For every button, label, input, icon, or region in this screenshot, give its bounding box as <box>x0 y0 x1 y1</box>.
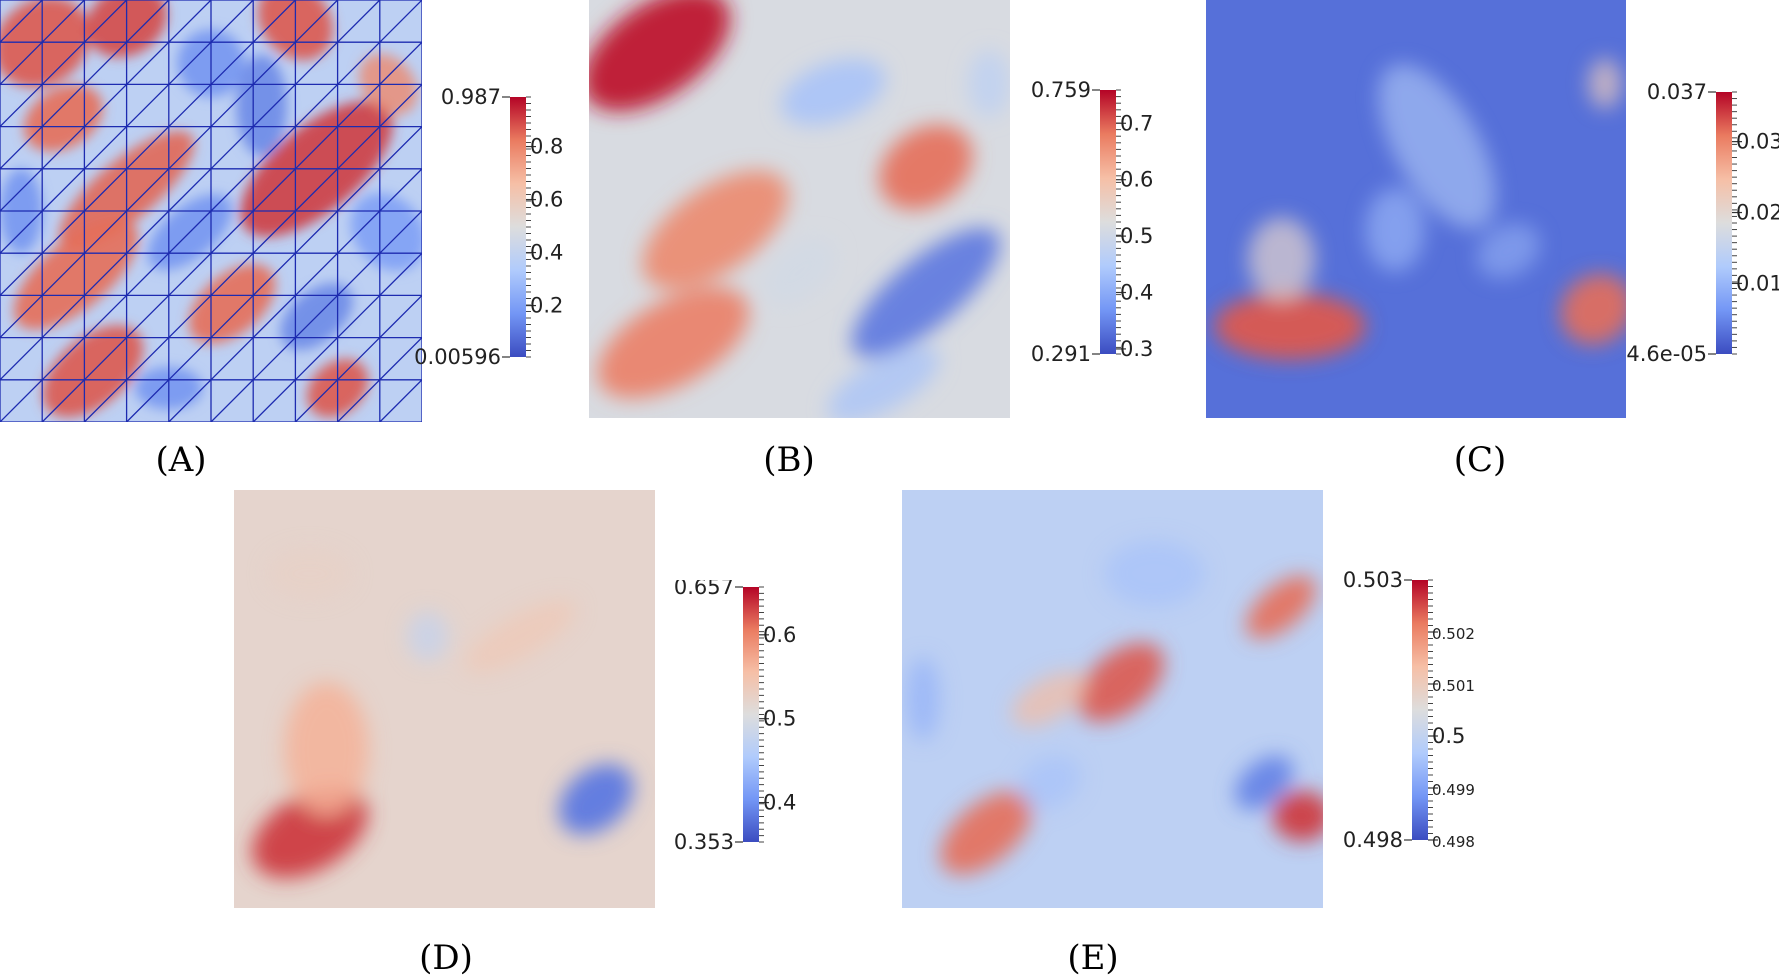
colorbar-b: 0.3 0.4 0.5 0.6 0.7 0.759 0.291 <box>1031 78 1154 366</box>
colorbar-tick-label: 0.6 <box>1120 168 1153 192</box>
colorbar-tick-label: 0.502 <box>1432 625 1475 643</box>
colorbar-gradient <box>1412 580 1428 840</box>
colorbar-max-label: 0.657 <box>674 580 734 599</box>
caption-a: (A) <box>155 440 207 480</box>
colorbar-d: 0.4 0.5 0.6 0.657 0.353 <box>674 580 797 850</box>
colorbar-min-label: 4.6e-05 <box>1626 342 1707 366</box>
colorbar-min-label: 0.00596 <box>414 345 501 365</box>
heatmap-b <box>589 0 1010 418</box>
colorbar-tick-label: 0.499 <box>1432 781 1475 799</box>
caption-e: (E) <box>1067 938 1119 978</box>
colorbar-tick-label: 0.498 <box>1432 833 1475 850</box>
colorbar-tick-label: 0.4 <box>763 791 796 815</box>
colorbar-tick-label: 0.8 <box>530 135 563 159</box>
colorbar-tick-label: 0.4 <box>1120 281 1153 305</box>
caption-b: (B) <box>763 440 815 480</box>
caption-d: (D) <box>419 938 473 978</box>
heatmap-e <box>902 490 1323 908</box>
colorbar-a: 0.2 0.4 0.6 0.8 0.987 0.00596 <box>414 85 563 365</box>
colorbar-tick-label: 0.5 <box>1432 724 1465 748</box>
colorbar-max-label: 0.037 <box>1647 80 1707 104</box>
colorbar-tick-label: 0.7 <box>1120 111 1153 135</box>
colorbar-tick-label: 0.2 <box>530 294 563 318</box>
colorbar-tick-label: 0.6 <box>763 623 796 647</box>
colorbar-gradient <box>510 97 526 357</box>
colorbar-max-label: 0.987 <box>441 85 501 109</box>
heatmap-c <box>1206 0 1626 418</box>
colorbar-tick-label: 0.01 <box>1736 271 1779 295</box>
colorbar-tick-label: 0.3 <box>1120 337 1153 361</box>
colorbar-tick-label: 0.4 <box>530 241 563 265</box>
colorbar-min-label: 0.498 <box>1343 828 1403 850</box>
colorbar-tick-label: 0.5 <box>1120 224 1153 248</box>
heatmap-d <box>234 490 655 908</box>
colorbar-gradient <box>1716 92 1732 354</box>
colorbar-tick-label: 0.501 <box>1432 677 1475 695</box>
colorbar-tick-label: 0.6 <box>530 188 563 212</box>
colorbar-e: 0.498 0.499 0.5 0.501 0.502 0.503 0.498 <box>1343 570 1475 850</box>
colorbar-tick-label: 0.5 <box>763 707 796 731</box>
colorbar-max-label: 0.503 <box>1343 570 1403 592</box>
colorbar-max-label: 0.759 <box>1031 78 1091 102</box>
colorbar-gradient <box>1100 90 1116 354</box>
colorbar-min-label: 0.353 <box>674 830 734 850</box>
colorbar-gradient <box>743 587 759 842</box>
caption-c: (C) <box>1453 440 1507 480</box>
colorbar-tick-label: 0.02 <box>1736 201 1779 225</box>
colorbar-c: 0.01 0.02 0.03 0.037 4.6e-05 <box>1626 80 1779 366</box>
colorbar-min-label: 0.291 <box>1031 342 1091 366</box>
heatmap-a <box>0 0 422 422</box>
colorbar-tick-label: 0.03 <box>1736 130 1779 154</box>
